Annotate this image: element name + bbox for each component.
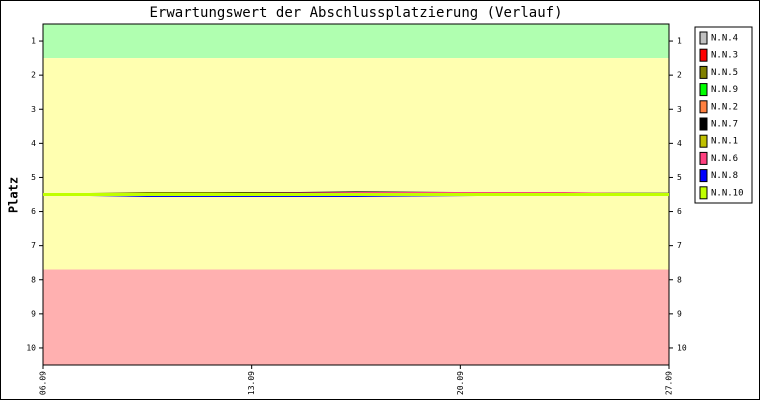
y2-tick-label: 2 [677,71,682,80]
y-tick-label: 1 [31,37,36,46]
legend-swatch [699,186,708,200]
y-tick-label: 6 [31,207,36,216]
y-tick-label: 8 [31,275,36,284]
x-tick-label: 27.09 [665,371,674,395]
y2-tick-label: 1 [677,37,682,46]
legend-label: N.N.4 [711,34,738,44]
legend-label: N.N.6 [711,154,738,164]
legend-label: N.N.2 [711,102,738,112]
legend-swatch [699,151,708,165]
y-tick-label: 7 [31,241,36,250]
legend-label: N.N.3 [711,51,738,61]
x-tick-label: 06.09 [39,371,48,395]
chart-title: Erwartungswert der Abschlussplatzierung … [149,5,562,21]
legend-label: N.N.10 [711,188,744,198]
y2-tick-label: 8 [677,275,682,284]
y-tick-label: 3 [31,105,36,114]
legend-label: N.N.9 [711,85,738,95]
x-tick-label: 13.09 [247,371,256,395]
y2-tick-label: 9 [677,309,682,318]
y-tick-label: 10 [26,343,36,352]
legend-swatch [699,100,708,114]
y-axis-label: Platz [7,177,21,213]
y2-tick-label: 3 [677,105,682,114]
y-tick-label: 9 [31,309,36,318]
y-tick-label: 2 [31,71,36,80]
y-tick-label: 4 [31,139,36,148]
legend-swatch [699,134,708,148]
y2-tick-label: 10 [677,343,687,352]
y2-tick-label: 7 [677,241,682,250]
legend-swatch [699,83,708,97]
y2-tick-label: 4 [677,139,682,148]
legend-swatch [699,117,708,131]
y-tick-label: 5 [31,173,36,182]
legend-swatch [699,65,708,79]
x-tick-label: 20.09 [456,371,465,395]
legend-swatch [699,48,708,62]
legend-swatch [699,169,708,183]
legend-label: N.N.1 [711,137,738,147]
band [43,269,669,365]
y2-tick-label: 6 [677,207,682,216]
band [43,58,669,270]
y2-tick-label: 5 [677,173,682,182]
legend-label: N.N.7 [711,120,738,130]
legend-label: N.N.8 [711,171,738,181]
legend-label: N.N.5 [711,68,738,78]
band [43,24,669,59]
legend-swatch [699,31,708,45]
